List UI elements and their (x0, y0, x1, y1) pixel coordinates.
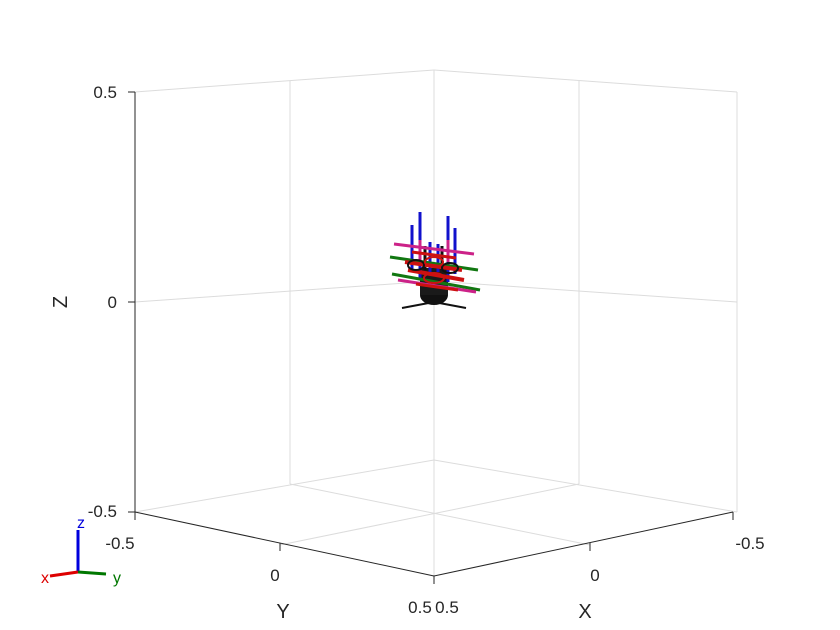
y-tick-label: 0 (270, 566, 279, 585)
y-tick-label: -0.5 (105, 534, 134, 553)
x-tick-label: 0.5 (435, 598, 459, 617)
y-axis-label: Y (276, 601, 289, 623)
triad-x-label: x (41, 570, 49, 587)
x-tick-label: 0 (590, 566, 599, 585)
z-axis-label: Z (50, 296, 72, 308)
triad-y-label: y (113, 570, 121, 587)
grid-lines (134, 69, 738, 576)
robot-hand-icon[interactable] (389, 212, 481, 309)
z-tick-label: -0.5 (88, 502, 117, 521)
z-tick-label: 0.5 (93, 83, 117, 102)
z-tick-label: 0 (108, 293, 117, 312)
x-axis-label: X (578, 601, 591, 623)
triad-z-label: z (77, 515, 85, 532)
y-tick-label: 0.5 (408, 598, 432, 617)
axis-lines (128, 91, 734, 584)
x-tick-label: -0.5 (735, 534, 764, 553)
orientation-triad: z y x (41, 515, 121, 587)
